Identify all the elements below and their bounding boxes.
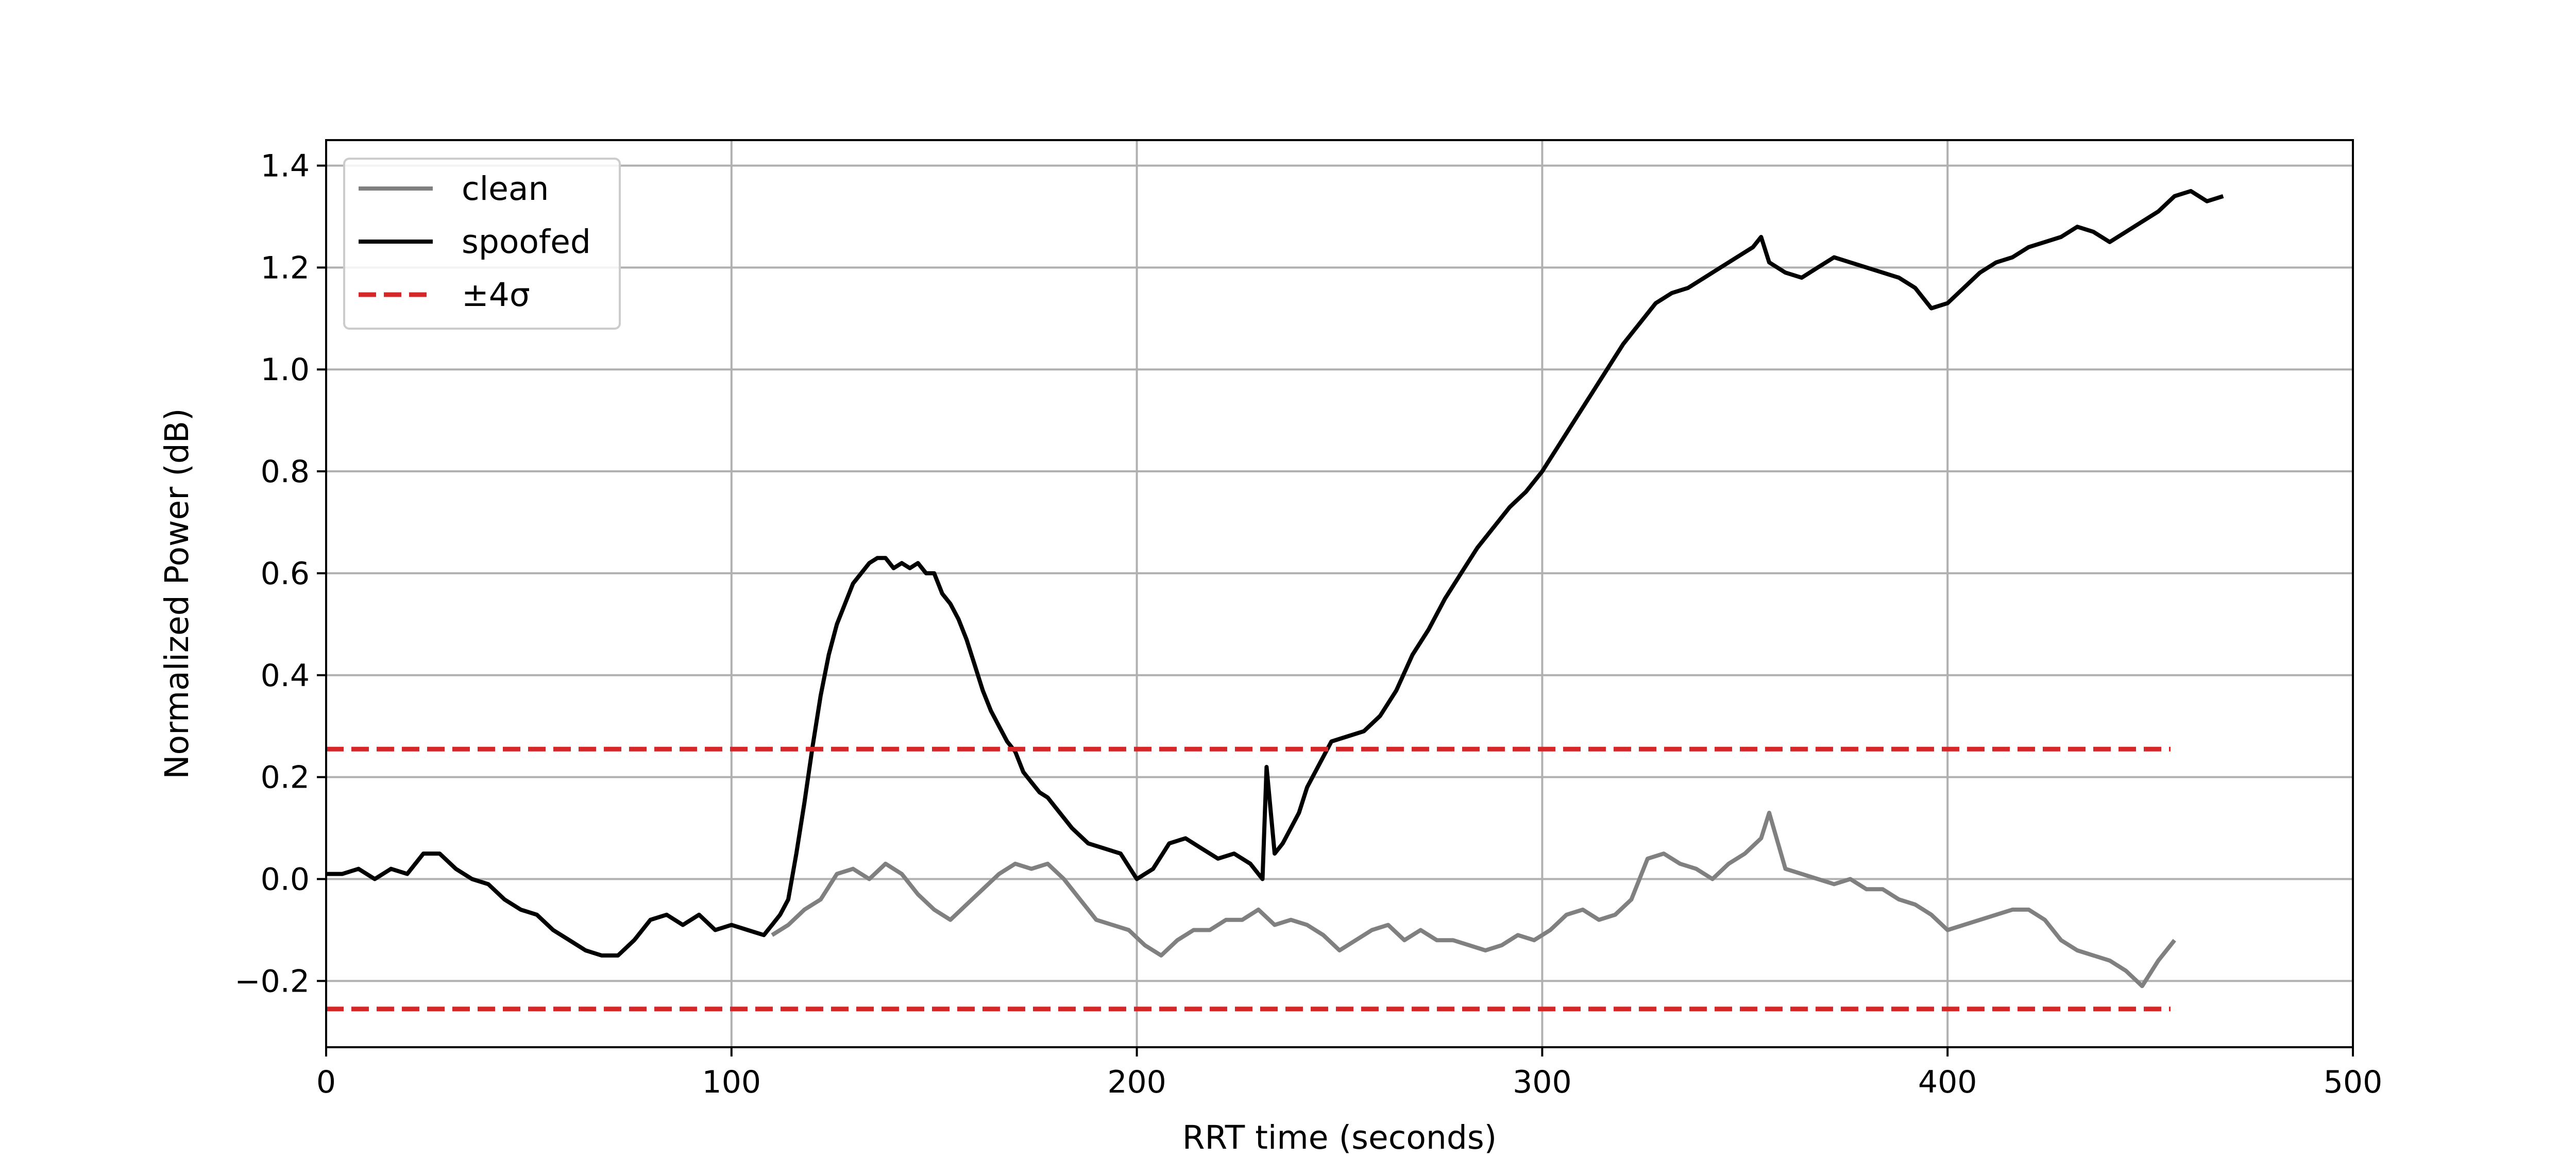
y-tick-label: 1.2 [261,250,310,286]
legend-label-spoofed: spoofed [462,223,591,261]
y-tick-label: 0.8 [261,454,310,490]
x-tick-label: 300 [1513,1064,1572,1100]
y-axis-label: Normalized Power (dB) [158,408,196,779]
legend-label-clean: clean [462,170,549,208]
x-tick-label: 0 [316,1064,336,1100]
y-tick-label: 0.4 [261,658,310,694]
y-tick-label: −0.2 [234,963,310,999]
y-axis: −0.2 0.0 0.2 0.4 0.6 0.8 1.0 1.2 1.4 [234,148,326,999]
x-tick-label: 200 [1107,1064,1166,1100]
x-tick-label: 500 [2324,1064,2383,1100]
y-tick-label: 0.2 [261,760,310,796]
series-layer [326,189,2224,1012]
legend-label-threshold: ±4σ [462,276,530,314]
x-axis: 0 100 200 300 400 500 [316,1047,2382,1100]
series-line-spoofed [326,189,2224,958]
legend-box [343,158,621,330]
y-tick-label: 1.0 [261,352,310,388]
y-tick-label: 0.0 [261,862,310,898]
grid [325,140,2354,1047]
x-tick-label: 100 [702,1064,761,1100]
plot-frame [325,139,2354,1048]
y-tick-label: 0.6 [261,556,310,592]
series-line-clean [771,810,2176,988]
y-tick-label: 1.4 [261,148,310,184]
x-tick-label: 400 [1918,1064,1977,1100]
x-axis-label: RRT time (seconds) [1182,1119,1497,1156]
legend: clean spoofed ±4σ [343,158,621,330]
